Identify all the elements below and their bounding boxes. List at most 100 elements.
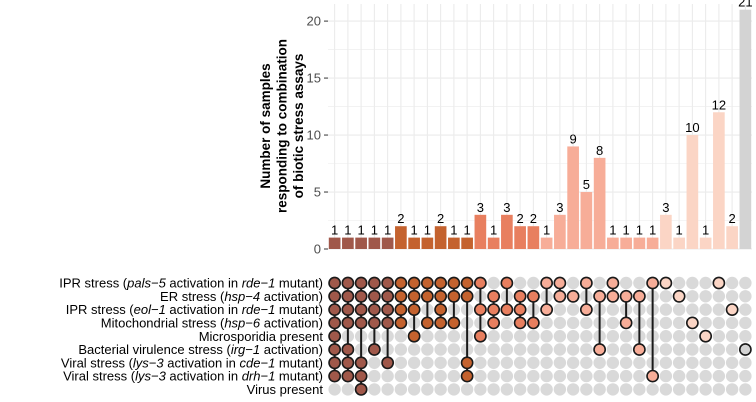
bar bbox=[395, 226, 407, 249]
y-axis-title-line: of biotic stress assays bbox=[291, 54, 306, 199]
matrix-dot-inactive bbox=[474, 383, 487, 396]
set-label-part: lys−3 bbox=[135, 369, 166, 384]
matrix-dot-active bbox=[354, 369, 368, 383]
matrix-dot-inactive bbox=[434, 369, 447, 383]
bar bbox=[607, 237, 619, 249]
matrix-dot-inactive bbox=[606, 343, 620, 356]
bar bbox=[726, 226, 738, 249]
set-label-part: drh−1 bbox=[242, 369, 276, 384]
matrix-dot-active bbox=[540, 276, 554, 290]
matrix-dot-inactive bbox=[540, 330, 553, 343]
matrix-dot-active bbox=[487, 316, 501, 330]
y-tick-label: 0 bbox=[314, 242, 321, 257]
matrix-dot-inactive bbox=[407, 343, 421, 356]
set-label-part: rde−1 bbox=[242, 302, 276, 317]
matrix-dot-active bbox=[328, 369, 342, 383]
bar-value-label: 1 bbox=[609, 223, 616, 238]
matrix-dot-active bbox=[420, 276, 434, 290]
matrix-dot-inactive bbox=[606, 356, 620, 369]
bar-value-label: 1 bbox=[424, 223, 431, 238]
matrix-dot-inactive bbox=[712, 343, 726, 356]
matrix-dot-active bbox=[381, 276, 395, 290]
matrix-dot-inactive bbox=[686, 290, 699, 303]
bar bbox=[408, 237, 420, 249]
bar-value-label: 8 bbox=[596, 143, 603, 158]
matrix-dot-inactive bbox=[487, 356, 500, 369]
matrix-dot-inactive bbox=[739, 290, 752, 303]
matrix-dot-active bbox=[328, 343, 342, 356]
matrix-dot-active bbox=[513, 316, 527, 330]
matrix-dot-inactive bbox=[421, 330, 434, 343]
matrix-dot-inactive bbox=[739, 356, 752, 369]
set-label-part: mutant) bbox=[275, 302, 323, 317]
bar-value-label: 1 bbox=[543, 223, 550, 238]
matrix-dot-inactive bbox=[593, 356, 606, 369]
bar-value-label: 1 bbox=[623, 223, 630, 238]
bar bbox=[342, 237, 354, 249]
matrix-dot-inactive bbox=[619, 356, 633, 369]
matrix-dot-active bbox=[460, 276, 474, 290]
matrix-dot-inactive bbox=[672, 330, 686, 343]
bar-value-label: 9 bbox=[570, 131, 577, 146]
matrix-dot-active bbox=[354, 356, 368, 370]
matrix-dot-active bbox=[367, 289, 381, 303]
matrix-dot-active bbox=[434, 289, 448, 303]
matrix-dot-inactive bbox=[527, 369, 540, 383]
bar-value-label: 1 bbox=[344, 223, 351, 238]
bar-value-label: 1 bbox=[411, 223, 418, 238]
bar-value-label: 3 bbox=[662, 200, 669, 215]
matrix-dot-inactive bbox=[580, 343, 593, 356]
matrix-dot-active bbox=[381, 316, 395, 330]
matrix-dot-inactive bbox=[566, 316, 580, 330]
bar-value-label: 1 bbox=[450, 223, 457, 238]
matrix-dot-inactive bbox=[513, 330, 527, 343]
matrix-dot-inactive bbox=[553, 369, 567, 383]
matrix-dot-inactive bbox=[513, 276, 527, 290]
matrix-dot-active bbox=[407, 276, 421, 290]
matrix-dot-active bbox=[526, 316, 540, 330]
matrix-dot-inactive bbox=[712, 369, 726, 383]
y-axis-ticks: 0 5 10 15 20 bbox=[307, 14, 328, 257]
matrix-dot-active bbox=[619, 316, 633, 330]
set-label: Mitochondrial stress (hsp−6 activation) bbox=[101, 316, 323, 331]
matrix-dot-inactive bbox=[381, 383, 394, 396]
matrix-dot-inactive bbox=[672, 303, 686, 316]
matrix-dot-active bbox=[606, 289, 620, 303]
matrix-dot-inactive bbox=[739, 383, 752, 396]
set-label-part: IPR stress ( bbox=[59, 276, 128, 291]
matrix-dot-inactive bbox=[474, 343, 487, 356]
bar-value-label: 12 bbox=[712, 97, 726, 112]
matrix-dot-inactive bbox=[368, 383, 381, 396]
bar bbox=[421, 237, 434, 249]
matrix-dot-active bbox=[328, 356, 342, 370]
set-label-part: activation) bbox=[260, 316, 323, 331]
matrix-dot-active bbox=[341, 303, 355, 316]
matrix-dot-inactive bbox=[447, 356, 461, 369]
matrix-dot-inactive bbox=[725, 290, 739, 303]
matrix-dot-active bbox=[420, 289, 434, 303]
bar-value-label: 3 bbox=[503, 200, 510, 215]
matrix-dot-inactive bbox=[619, 369, 633, 383]
bar-value-label: 2 bbox=[437, 211, 444, 226]
matrix-dot-active bbox=[434, 276, 448, 290]
matrix-dot-inactive bbox=[659, 383, 673, 396]
matrix-dot-active bbox=[394, 276, 408, 290]
matrix-dot-inactive bbox=[500, 369, 514, 383]
bar bbox=[554, 214, 566, 249]
matrix-dot-inactive bbox=[739, 303, 752, 316]
matrix-dot-inactive bbox=[328, 383, 341, 396]
matrix-dot-inactive bbox=[394, 383, 408, 396]
matrix-dot-inactive bbox=[566, 383, 580, 396]
matrix-dot-active bbox=[460, 369, 474, 383]
matrix-dot-inactive bbox=[725, 369, 739, 383]
bar-value-label: 1 bbox=[384, 223, 391, 238]
matrix-dot-active bbox=[328, 303, 342, 316]
bar-value-label: 2 bbox=[397, 211, 404, 226]
bar-value-label: 2 bbox=[729, 211, 736, 226]
set-label-part: Viral stress ( bbox=[63, 369, 136, 384]
matrix-dot-inactive bbox=[566, 369, 580, 383]
bar bbox=[620, 237, 632, 249]
matrix-dot-inactive bbox=[672, 383, 686, 396]
matrix-dot-active bbox=[341, 289, 355, 303]
